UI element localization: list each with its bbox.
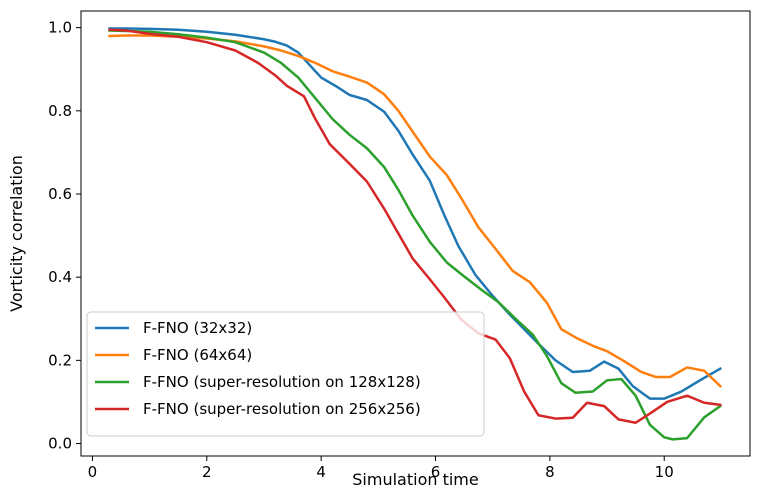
legend-label: F-FNO (64x64): [143, 346, 252, 364]
y-tick-label: 0.0: [48, 435, 72, 453]
x-tick-label: 6: [431, 463, 441, 481]
x-tick-label: 10: [655, 463, 674, 481]
x-tick-label: 0: [88, 463, 98, 481]
series-layer: [108, 27, 723, 441]
series-line-2: [108, 34, 723, 388]
y-tick-label: 0.2: [48, 351, 72, 369]
y-axis: 0.0 0.2 0.4 0.6 0.8 1.0: [48, 19, 81, 453]
series-line-1: [108, 27, 722, 400]
legend-label: F-FNO (super-resolution on 128x128): [143, 373, 421, 391]
y-tick-label: 0.4: [48, 268, 72, 286]
y-tick-label: 0.6: [48, 185, 72, 203]
series-line-4: [108, 28, 722, 424]
x-axis-title: Simulation time: [352, 470, 478, 489]
y-tick-label: 1.0: [48, 19, 72, 37]
x-tick-label: 4: [316, 463, 326, 481]
legend-label: F-FNO (super-resolution on 256x256): [143, 400, 421, 418]
series-line-3: [108, 29, 723, 441]
legend-label: F-FNO (32x32): [143, 319, 252, 337]
plot-frame: [80, 10, 751, 457]
x-tick-label: 8: [545, 463, 555, 481]
legend-box: [86, 311, 485, 437]
x-axis: 0 2 4 6 8 10: [88, 456, 674, 481]
legend: F-FNO (32x32) F-FNO (64x64) F-FNO (super-r…: [86, 311, 485, 437]
y-tick-label: 0.8: [48, 102, 72, 120]
x-tick-label: 2: [202, 463, 212, 481]
y-axis-title: Vorticity correlation: [7, 155, 26, 312]
